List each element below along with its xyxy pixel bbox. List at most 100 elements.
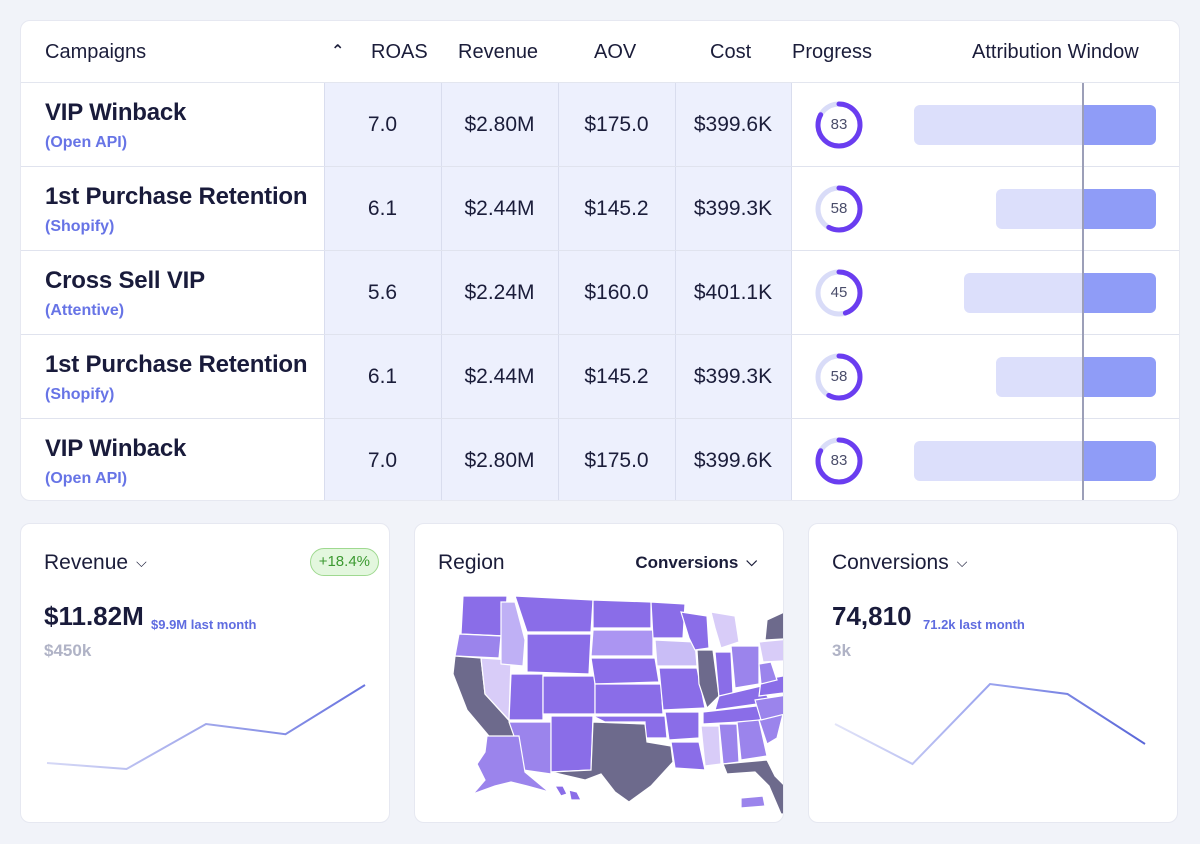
region-card: Region Conversions ⌵: [414, 523, 784, 823]
column-divider: [675, 83, 676, 500]
cell-revenue: $2.80M: [464, 113, 535, 136]
cell-cost: $399.6K: [693, 449, 773, 472]
revenue-total: $11.82M: [44, 601, 144, 631]
conversions-axis-label: 3k: [832, 641, 851, 660]
revenue-title-text: Revenue: [44, 551, 129, 574]
progress-value: 83: [830, 452, 848, 469]
column-divider: [558, 83, 559, 500]
progress-ring: [815, 185, 863, 233]
progress-arc: [815, 269, 863, 317]
attribution-bar-post: [1082, 441, 1156, 481]
header-attribution-window[interactable]: Attribution Window: [972, 41, 1139, 63]
attribution-marker-line: [1082, 83, 1084, 500]
progress-value: 58: [830, 200, 848, 217]
attribution-bar-pre: [914, 105, 1082, 145]
campaign-source: (Open API): [45, 134, 128, 151]
row-divider: [21, 418, 1179, 419]
table-row[interactable]: Cross Sell VIP (Attentive) 5.6 $2.24M $160.0…: [21, 251, 1179, 335]
progress-ring: [815, 269, 863, 317]
cell-roas: 6.1: [367, 365, 398, 388]
progress-value: 83: [830, 116, 848, 133]
campaign-name[interactable]: 1st Purchase Retention: [45, 183, 308, 210]
conversions-line-chart: [834, 682, 1146, 766]
table-row[interactable]: 1st Purchase Retention (Shopify) 6.1 $2.44M…: [21, 167, 1179, 251]
cell-cost: $401.1K: [693, 281, 773, 304]
header-cost[interactable]: Cost: [710, 41, 752, 63]
conversions-last-month: 71.2k last month: [923, 617, 1025, 632]
chevron-down-icon[interactable]: ⌵: [136, 554, 147, 570]
cell-revenue: $2.24M: [464, 281, 535, 304]
cell-aov: $175.0: [584, 449, 649, 472]
cell-cost: $399.3K: [693, 365, 773, 388]
cell-roas: 5.6: [367, 281, 398, 304]
campaign-source: (Attentive): [45, 302, 125, 319]
chevron-down-icon[interactable]: ⌵: [746, 553, 757, 569]
cell-revenue: $2.44M: [464, 197, 535, 220]
map-states: [452, 595, 783, 815]
campaigns-table: Campaigns ⌃ ROAS Revenue AOV Cost Progre…: [20, 20, 1180, 501]
header-campaigns[interactable]: Campaigns: [45, 41, 147, 63]
cell-cost: $399.3K: [693, 197, 773, 220]
column-divider: [441, 83, 442, 500]
header-aov[interactable]: AOV: [594, 41, 637, 63]
campaign-source: (Open API): [45, 470, 128, 487]
region-dropdown-label: Conversions: [635, 553, 739, 572]
attribution-bar-post: [1082, 105, 1156, 145]
table-row[interactable]: VIP Winback (Open API) 7.0 $2.80M $175.0 $399…: [21, 83, 1179, 167]
progress-arc: [815, 101, 863, 149]
campaign-source: (Shopify): [45, 386, 115, 403]
attribution-bar-post: [1082, 189, 1156, 229]
revenue-last-month: $9.9M last month: [151, 617, 257, 632]
conversions-total: 74,810: [832, 601, 912, 631]
header-progress[interactable]: Progress: [792, 41, 873, 63]
conversions-card-title[interactable]: Conversions ⌵: [832, 551, 967, 575]
table-row[interactable]: VIP Winback (Open API) 7.0 $2.80M $175.0 $399…: [21, 419, 1179, 500]
progress-value: 58: [830, 368, 848, 385]
header-revenue[interactable]: Revenue: [458, 41, 539, 63]
conversions-card: Conversions ⌵ 74,810 71.2k last month 3k: [808, 523, 1178, 823]
table-header: Campaigns ⌃ ROAS Revenue AOV Cost Progre…: [21, 21, 1179, 83]
column-divider: [791, 83, 792, 500]
cell-aov: $175.0: [584, 113, 649, 136]
row-divider: [21, 250, 1179, 251]
progress-value: 45: [830, 284, 848, 301]
cell-roas: 7.0: [367, 449, 398, 472]
sort-ascending-icon[interactable]: ⌃: [331, 43, 345, 60]
cell-roas: 7.0: [367, 113, 398, 136]
conversions-series-line: [834, 682, 1146, 766]
row-divider: [21, 166, 1179, 167]
attribution-bar-pre: [996, 357, 1082, 397]
cell-aov: $145.2: [584, 197, 649, 220]
campaign-name[interactable]: Cross Sell VIP: [45, 267, 205, 294]
table-body: VIP Winback (Open API) 7.0 $2.80M $175.0 $399…: [21, 83, 1179, 500]
column-divider: [324, 83, 325, 500]
progress-arc: [815, 437, 863, 485]
cell-revenue: $2.80M: [464, 449, 535, 472]
attribution-bar-pre: [914, 441, 1082, 481]
attribution-bar-pre: [964, 273, 1082, 313]
progress-ring: [815, 353, 863, 401]
cell-revenue: $2.44M: [464, 365, 535, 388]
campaign-name[interactable]: 1st Purchase Retention: [45, 351, 308, 378]
header-roas[interactable]: ROAS: [371, 41, 428, 63]
cell-roas: 6.1: [367, 197, 398, 220]
progress-arc: [815, 353, 863, 401]
table-row[interactable]: 1st Purchase Retention (Shopify) 6.1 $2.44M…: [21, 335, 1179, 419]
attribution-bar-post: [1082, 273, 1156, 313]
revenue-card: Revenue ⌵ +18.4% $11.82M $9.9M last month…: [20, 523, 390, 823]
region-card-title: Region: [438, 551, 505, 574]
us-choropleth-map: [452, 595, 783, 815]
revenue-line-chart: [46, 684, 366, 771]
campaign-name[interactable]: VIP Winback: [45, 435, 187, 462]
region-metric-dropdown[interactable]: Conversions ⌵: [635, 553, 757, 573]
cell-aov: $145.2: [584, 365, 649, 388]
growth-badge: +18.4%: [309, 548, 379, 576]
revenue-series-line: [46, 684, 366, 771]
campaign-name[interactable]: VIP Winback: [45, 99, 187, 126]
cell-aov: $160.0: [584, 281, 649, 304]
campaign-source: (Shopify): [45, 218, 115, 235]
progress-ring: [815, 437, 863, 485]
revenue-card-title[interactable]: Revenue ⌵: [44, 551, 147, 575]
attribution-bar-post: [1082, 357, 1156, 397]
chevron-down-icon[interactable]: ⌵: [956, 554, 968, 570]
